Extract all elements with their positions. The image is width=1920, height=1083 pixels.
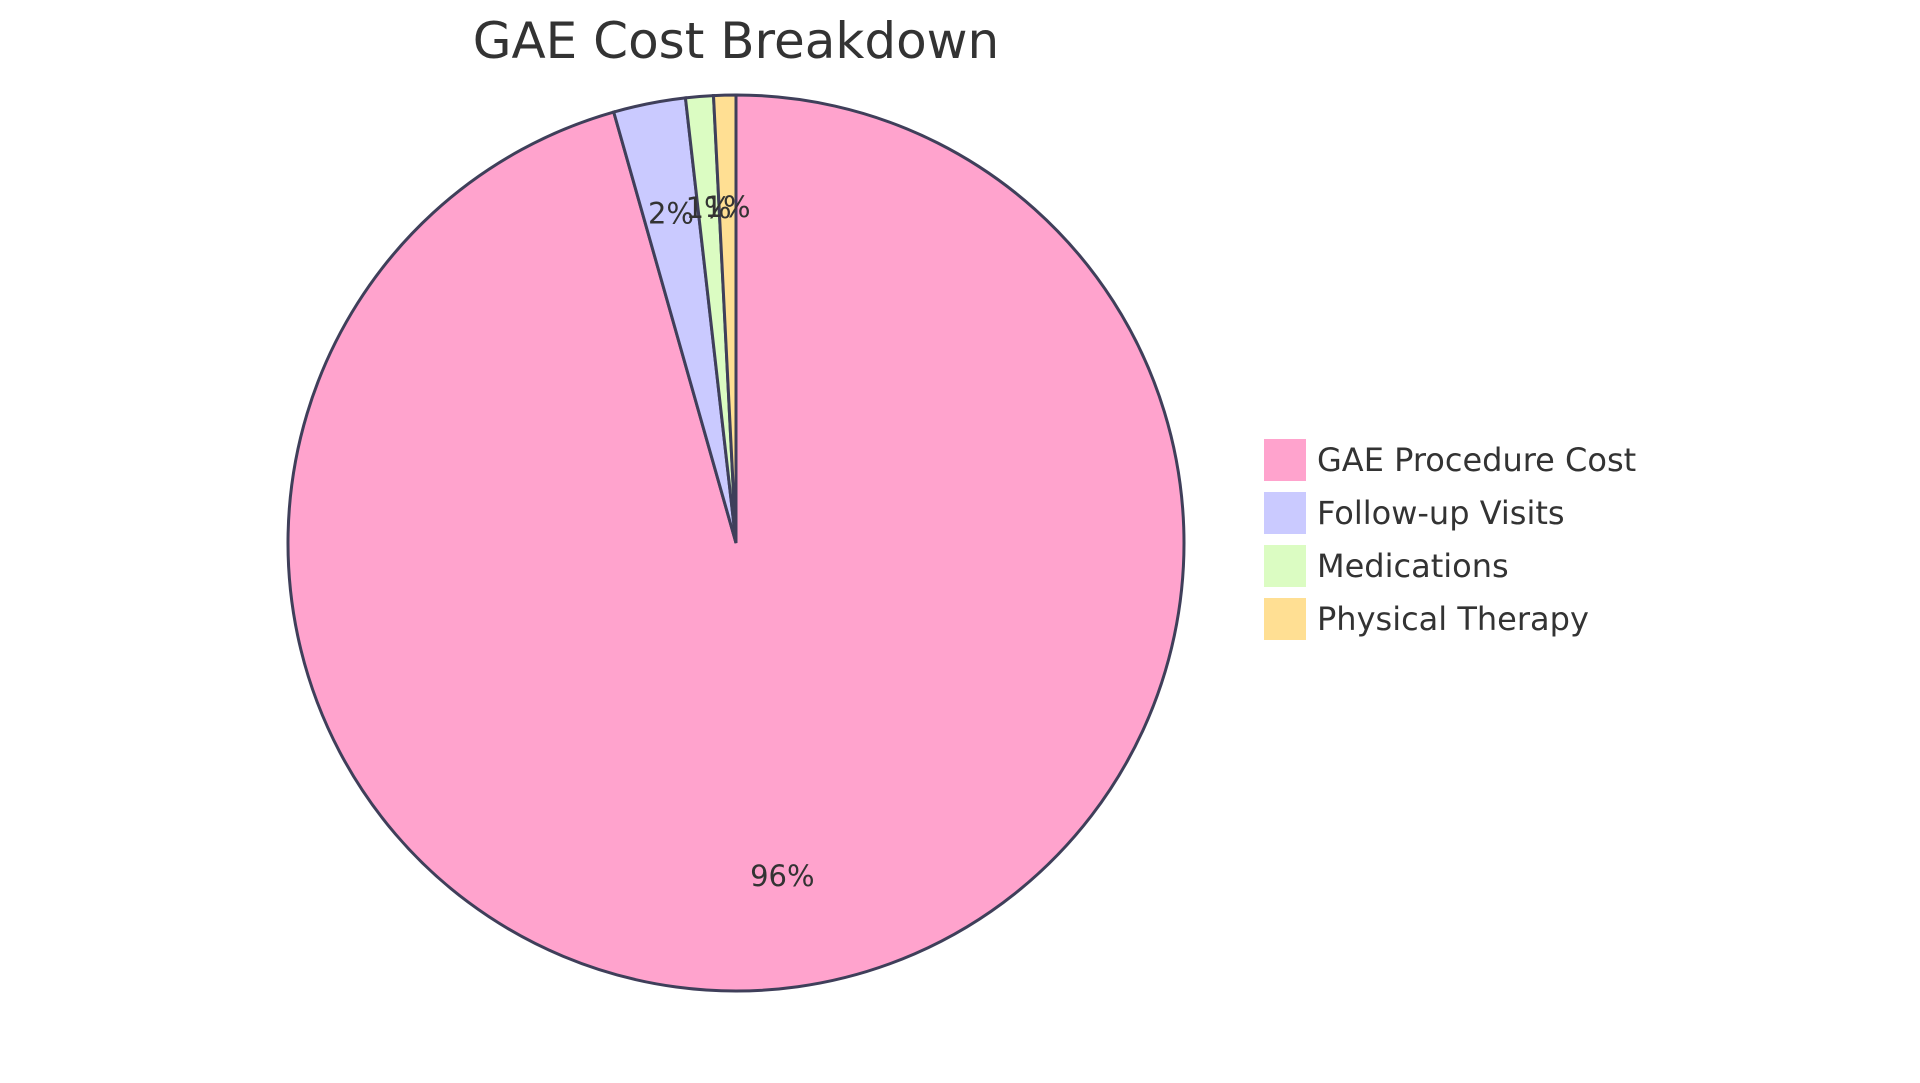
legend-swatch-follow-up-visits <box>1262 490 1308 536</box>
legend-label-gae-procedure-cost: GAE Procedure Cost <box>1317 441 1636 479</box>
legend-label-physical-therapy: Physical Therapy <box>1317 600 1589 638</box>
legend-label-medications: Medications <box>1317 547 1509 585</box>
pie-slices <box>286 93 1186 993</box>
chart-title: GAE Cost Breakdown <box>473 12 1000 70</box>
legend-label-follow-up-visits: Follow-up Visits <box>1317 494 1565 532</box>
legend-swatch-gae-procedure-cost <box>1262 437 1308 483</box>
slice-label-medications: 1% <box>686 191 732 225</box>
pie-slice-physical-therapy <box>711 93 738 544</box>
slice-label-gae-procedure-cost: 96% <box>750 859 814 893</box>
legend-swatch-medications <box>1262 543 1308 589</box>
slice-labels: 96%2%1%1% <box>648 190 815 893</box>
legend-swatch-physical-therapy <box>1262 596 1308 642</box>
legend: GAE Procedure Cost Follow-up Visits Medica… <box>1262 437 1636 642</box>
slice-label-follow-up-visits: 2% <box>648 196 694 230</box>
slice-label-physical-therapy: 1% <box>705 190 751 224</box>
